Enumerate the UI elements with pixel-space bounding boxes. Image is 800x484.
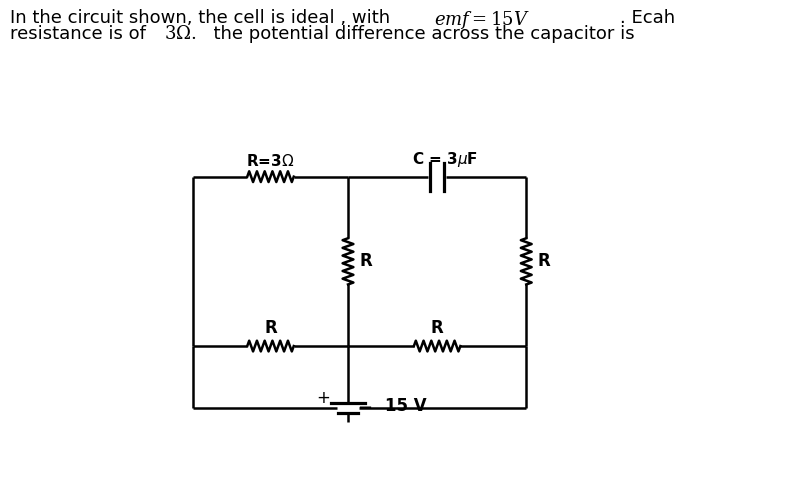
Text: resistance is of: resistance is of [10,25,151,43]
Text: C = 3$\mu$F: C = 3$\mu$F [412,150,478,169]
Text: R: R [264,319,277,337]
Text: the potential difference across the capacitor is: the potential difference across the capa… [202,25,634,43]
Text: R: R [430,319,443,337]
Text: $3\Omega.$: $3\Omega.$ [164,25,197,43]
Text: −: − [358,399,373,417]
Text: $emf = 15V$: $emf = 15V$ [434,9,530,30]
Text: In the circuit shown, the cell is ideal , with: In the circuit shown, the cell is ideal … [10,9,395,27]
Text: 15 V: 15 V [386,397,427,415]
Text: +: + [316,390,330,408]
Text: . Ecah: . Ecah [620,9,675,27]
Text: R: R [360,252,372,271]
Text: R: R [538,252,550,271]
Text: R=3$\Omega$: R=3$\Omega$ [246,153,294,169]
